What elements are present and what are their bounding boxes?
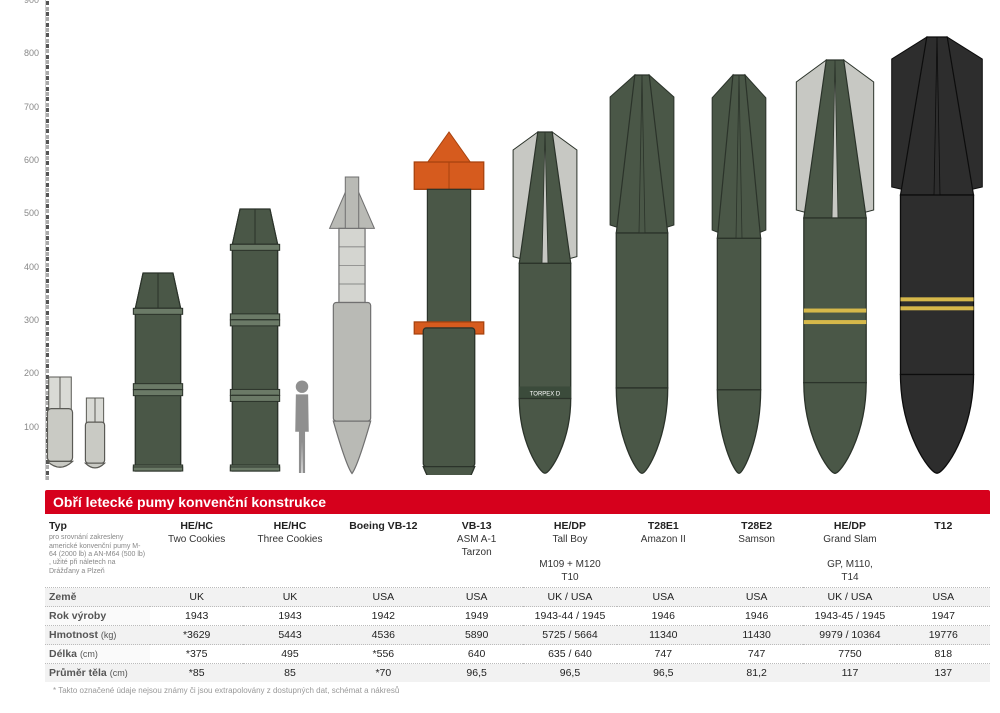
row-label: Délka (cm) [45,645,150,664]
table-footnote: * Takto označené údaje nejsou známy či j… [45,682,990,699]
row-label: Hmotnost (kg) [45,626,150,645]
bomb-silhouette [789,58,881,480]
table-cell: 1943-44 / 1945 [523,607,616,626]
col-header: T28E1Amazon II [617,514,710,588]
table-cell: 1946 [710,607,803,626]
table-cell: 19776 [897,626,990,645]
col-header: T12 [897,514,990,588]
table-row: Průměr těla (cm)*8585*7096,596,596,581,2… [45,664,990,683]
table-cell: 1943-45 / 1945 [803,607,896,626]
col-header: Boeing VB-12 [337,514,430,588]
table-cell: 81,2 [710,664,803,683]
bomb-silhouette [120,271,195,480]
table-cell: USA [337,588,430,607]
table-cell: USA [710,588,803,607]
col-header: HE/HCTwo Cookies [150,514,243,588]
table-row: Délka (cm)*375495*556640635 / 6407477477… [45,645,990,664]
table-cell: 818 [897,645,990,664]
col-header: HE/DPTall BoyM109 + M120T10 [523,514,616,588]
table-cell: 1946 [617,607,710,626]
table-cell: 747 [710,645,803,664]
y-tick-label: 700 [11,102,39,112]
svg-text:TORPEX D: TORPEX D [530,391,561,397]
table-cell: UK [150,588,243,607]
table-cell: UK [243,588,336,607]
table-cell: 1942 [337,607,430,626]
table-cell: USA [897,588,990,607]
y-tick-label: 900 [11,0,39,5]
table-cell: 1949 [430,607,523,626]
bomb-silhouette [885,35,988,480]
table-cell: USA [617,588,710,607]
table-cell: *556 [337,645,430,664]
table-cell: 137 [897,664,990,683]
table-cell: 1943 [150,607,243,626]
bomb-silhouette [408,130,489,480]
bomb-silhouette [601,73,682,480]
table-cell: USA [430,588,523,607]
table-cell: 11430 [710,626,803,645]
bomb-silhouette: TORPEX D [504,130,585,480]
table-cell: 85 [243,664,336,683]
table-row: ZeměUKUKUSAUSAUK / USAUSAUSAUK / USAUSA [45,588,990,607]
y-tick-label: 500 [11,208,39,218]
table-cell: 96,5 [617,664,710,683]
col-header: HE/DPGrand SlamGP, M110,T14 [803,514,896,588]
table-cell: 96,5 [430,664,523,683]
row-label: Průměr těla (cm) [45,664,150,683]
col-header: T28E2Samson [710,514,803,588]
y-tick-label: 400 [11,262,39,272]
data-table-wrap: Obří letecké pumy konvenční konstrukce T… [45,490,990,699]
col-header: HE/HCThree Cookies [243,514,336,588]
table-cell: 5890 [430,626,523,645]
y-tick-label: 300 [11,315,39,325]
y-tick-label: 800 [11,48,39,58]
table-cell: 7750 [803,645,896,664]
bomb-silhouette [70,396,119,480]
row-label: Rok výroby [45,607,150,626]
table-cell: 5725 / 5664 [523,626,616,645]
table-cell: 635 / 640 [523,645,616,664]
chart-area: TORPEX D [45,0,990,480]
table-cell: UK / USA [803,588,896,607]
table-title: Obří letecké pumy konvenční konstrukce [45,490,990,514]
table-cell: 1947 [897,607,990,626]
table-cell: *85 [150,664,243,683]
table-cell: 9979 / 10364 [803,626,896,645]
table-cell: 117 [803,664,896,683]
table-row: Hmotnost (kg)*36295443453658905725 / 566… [45,626,990,645]
table-cell: UK / USA [523,588,616,607]
col-header: VB-13ASM A-1Tarzon [430,514,523,588]
table-cell: *375 [150,645,243,664]
bomb-silhouette [702,73,775,480]
table-cell: 640 [430,645,523,664]
table-cell: 747 [617,645,710,664]
col-header-typ: Typpro srovnání zakresleny americké konv… [45,514,150,588]
table-cell: *3629 [150,626,243,645]
bomb-silhouette [318,175,385,481]
data-table: Typpro srovnání zakresleny americké konv… [45,514,990,682]
table-cell: 495 [243,645,336,664]
table-cell: 96,5 [523,664,616,683]
table-cell: *70 [337,664,430,683]
table-cell: 5443 [243,626,336,645]
row-label: Země [45,588,150,607]
table-cell: 11340 [617,626,710,645]
bomb-silhouette [217,207,292,480]
table-cell: 1943 [243,607,336,626]
table-row: Rok výroby19431943194219491943-44 / 1945… [45,607,990,626]
y-tick-label: 600 [11,155,39,165]
table-cell: 4536 [337,626,430,645]
